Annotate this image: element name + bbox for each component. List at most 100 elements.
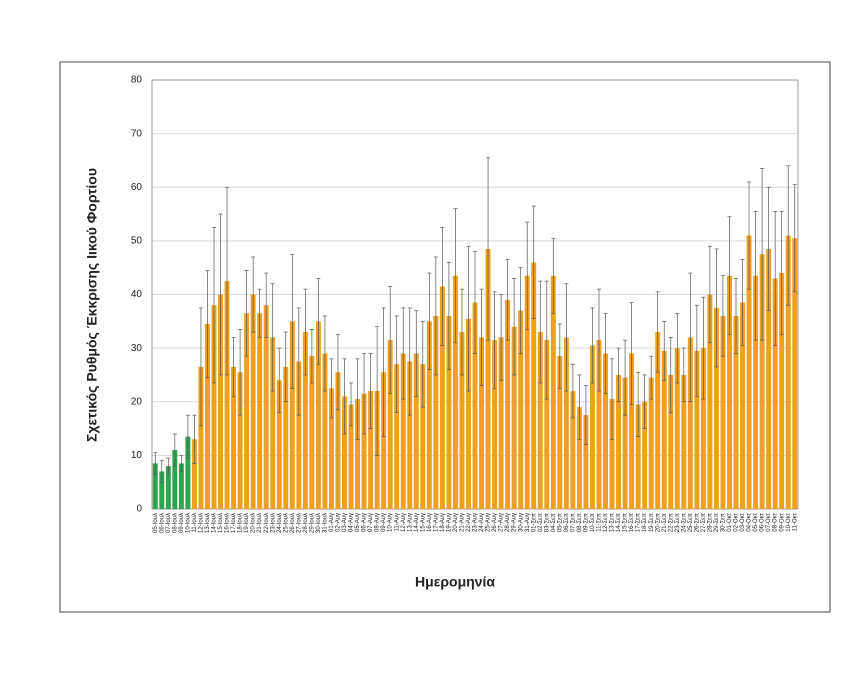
bar (270, 337, 276, 509)
bar (433, 315, 439, 509)
x-tick-label: 18-Ιουλ (238, 513, 244, 533)
x-tick-label: 20-Αυγ (453, 513, 459, 532)
bar (361, 393, 367, 509)
x-tick-label: 09-Σεπ (584, 513, 590, 532)
bar (211, 305, 217, 509)
bar (302, 332, 308, 509)
bar (309, 356, 315, 509)
bar (687, 337, 693, 509)
x-tick-label: 21-Αυγ (460, 513, 466, 532)
bar (766, 248, 772, 509)
x-tick-label: 27-Σεπ (701, 513, 707, 532)
bar (387, 340, 393, 509)
bar (394, 364, 400, 509)
bar (524, 275, 530, 509)
y-tick-label: 10 (131, 450, 143, 461)
x-tick-label: 07-Σεπ (570, 513, 576, 532)
x-tick-label: 02-Σεπ (538, 513, 544, 532)
x-tick-label: 02-Οκτ (734, 512, 740, 531)
bar (178, 463, 184, 509)
bar (518, 310, 524, 509)
x-tick-label: 15-Σεπ (623, 513, 629, 532)
bar (224, 281, 230, 509)
x-tick-label: 29-Αυγ (512, 513, 518, 532)
x-tick-label: 13-Αυγ (407, 513, 413, 532)
bar (439, 286, 445, 509)
bar (276, 380, 282, 509)
x-tick-label: 13-Ιουλ (205, 513, 211, 533)
bar (348, 404, 354, 509)
bar (727, 275, 732, 509)
x-tick-label: 06-Αυγ (362, 513, 368, 532)
bar (185, 436, 191, 509)
bar (452, 275, 458, 509)
x-tick-label: 14-Αυγ (414, 513, 420, 532)
x-tick-label: 19-Σεπ (649, 513, 655, 532)
x-tick-label: 11-Οκτ (792, 512, 798, 531)
x-tick-label: 31-Αυγ (525, 513, 531, 532)
bar (263, 305, 269, 509)
bar (172, 450, 178, 509)
x-tick-label: 16-Ιουλ (225, 513, 231, 533)
bar (779, 273, 785, 509)
bar (342, 396, 347, 509)
x-tick-label: 24-Σεπ (681, 513, 687, 532)
bar (165, 466, 171, 509)
bar (537, 332, 543, 509)
bar (713, 307, 719, 509)
bar (622, 377, 628, 509)
x-tick-label: 19-Αυγ (446, 513, 452, 532)
x-tick-label: 06-Οκτ (760, 512, 766, 531)
x-tick-label: 06-Σεπ (564, 513, 570, 532)
x-tick-label: 05-Ιουλ (153, 513, 159, 533)
x-tick-label: 20-Σεπ (655, 513, 661, 532)
x-tick-label: 20-Ιουλ (251, 513, 257, 533)
x-tick-label: 29-Ιουλ (309, 513, 315, 533)
x-tick-label: 12-Σεπ (603, 513, 609, 532)
bar (400, 353, 406, 509)
bar (557, 356, 563, 509)
bar (746, 235, 752, 509)
x-tick-label: 26-Σεπ (694, 513, 700, 532)
x-tick-label: 03-Οκτ (740, 512, 746, 531)
y-tick-label: 20 (131, 396, 143, 407)
bar (322, 353, 328, 509)
x-tick-label: 10-Ιουλ (185, 513, 191, 533)
x-tick-label: 28-Αυγ (505, 513, 511, 532)
x-tick-label: 15-Ιουλ (218, 513, 224, 533)
x-tick-label: 13-Σεπ (610, 513, 616, 532)
bar (250, 294, 256, 509)
bar (616, 374, 622, 509)
x-tick-label: 17-Αυγ (433, 513, 439, 532)
y-axis-title: Σχετικός Ρυθμός Έκκρισης Ιικού Φορτίου (84, 168, 100, 442)
bar (407, 361, 413, 509)
bar (681, 374, 687, 509)
x-tick-label: 31-Ιουλ (322, 513, 328, 533)
x-tick-label: 22-Σεπ (668, 513, 674, 532)
bar (426, 321, 432, 509)
bar (720, 315, 726, 509)
chart-frame (59, 61, 831, 613)
bar (563, 337, 569, 509)
x-tick-label: 10-Οκτ (786, 512, 792, 531)
bar (700, 348, 706, 509)
x-tick-label: 11-Ιουλ (192, 513, 198, 533)
bar (218, 294, 223, 509)
bar (368, 391, 374, 509)
x-tick-label: 27-Αυγ (499, 513, 505, 532)
bar (733, 315, 739, 509)
x-tick-label: 03-Σεπ (544, 513, 550, 532)
bar (231, 366, 237, 509)
bar (583, 415, 589, 509)
bar (740, 302, 746, 509)
bar (785, 235, 791, 509)
bar (694, 350, 700, 509)
x-tick-label: 18-Αυγ (440, 513, 446, 532)
x-tick-label: 08-Οκτ (773, 512, 779, 531)
x-tick-label: 05-Οκτ (753, 512, 759, 531)
bar (152, 463, 158, 509)
bar (505, 299, 511, 509)
x-tick-label: 23-Αυγ (473, 513, 479, 532)
bar (550, 275, 556, 509)
bar (759, 254, 765, 509)
